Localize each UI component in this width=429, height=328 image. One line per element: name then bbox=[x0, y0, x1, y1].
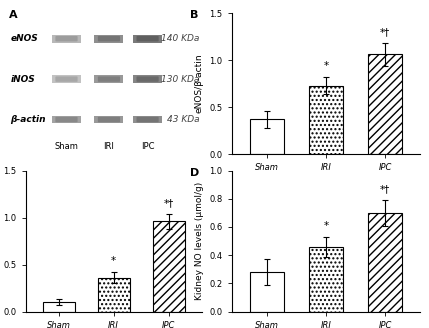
Text: *: * bbox=[323, 61, 329, 72]
Bar bbox=[368, 213, 402, 312]
Bar bbox=[133, 115, 162, 124]
Bar bbox=[94, 35, 124, 43]
Text: IRI: IRI bbox=[103, 142, 115, 152]
Text: *†: *† bbox=[380, 185, 390, 195]
Y-axis label: eNOS/β-actin: eNOS/β-actin bbox=[195, 54, 204, 113]
Text: 130 KDa: 130 KDa bbox=[161, 74, 200, 84]
Bar bbox=[133, 35, 162, 43]
FancyBboxPatch shape bbox=[136, 36, 159, 41]
Bar bbox=[52, 35, 81, 43]
FancyBboxPatch shape bbox=[98, 36, 120, 41]
FancyBboxPatch shape bbox=[55, 117, 78, 122]
Bar bbox=[309, 247, 343, 312]
Bar bbox=[368, 54, 402, 154]
FancyBboxPatch shape bbox=[98, 117, 120, 122]
FancyBboxPatch shape bbox=[136, 117, 159, 122]
Bar bbox=[153, 221, 184, 312]
Text: *: * bbox=[323, 221, 329, 231]
Bar bbox=[52, 75, 81, 83]
FancyBboxPatch shape bbox=[136, 76, 159, 82]
FancyBboxPatch shape bbox=[98, 76, 120, 82]
Bar bbox=[98, 278, 130, 312]
FancyBboxPatch shape bbox=[55, 36, 78, 41]
Text: A: A bbox=[9, 10, 17, 20]
Text: 43 KDa: 43 KDa bbox=[167, 115, 200, 124]
Text: *: * bbox=[111, 256, 116, 266]
Text: *†: *† bbox=[380, 28, 390, 38]
Bar bbox=[94, 75, 124, 83]
Bar bbox=[250, 119, 284, 154]
Text: eNOS: eNOS bbox=[10, 34, 38, 43]
Y-axis label: Kidney NO levels (μmol/g): Kidney NO levels (μmol/g) bbox=[195, 182, 204, 300]
Bar bbox=[43, 302, 75, 312]
Text: β-actin: β-actin bbox=[10, 115, 46, 124]
Bar bbox=[52, 115, 81, 124]
Text: Sham: Sham bbox=[54, 142, 79, 152]
Bar bbox=[94, 115, 124, 124]
Text: B: B bbox=[190, 10, 199, 20]
Text: D: D bbox=[190, 168, 199, 178]
Bar bbox=[250, 272, 284, 312]
Text: iNOS: iNOS bbox=[10, 74, 35, 84]
Bar bbox=[133, 75, 162, 83]
Bar bbox=[309, 86, 343, 154]
Text: *†: *† bbox=[163, 198, 174, 208]
Text: 140 KDa: 140 KDa bbox=[161, 34, 200, 43]
FancyBboxPatch shape bbox=[55, 76, 78, 82]
Text: IPC: IPC bbox=[141, 142, 154, 152]
